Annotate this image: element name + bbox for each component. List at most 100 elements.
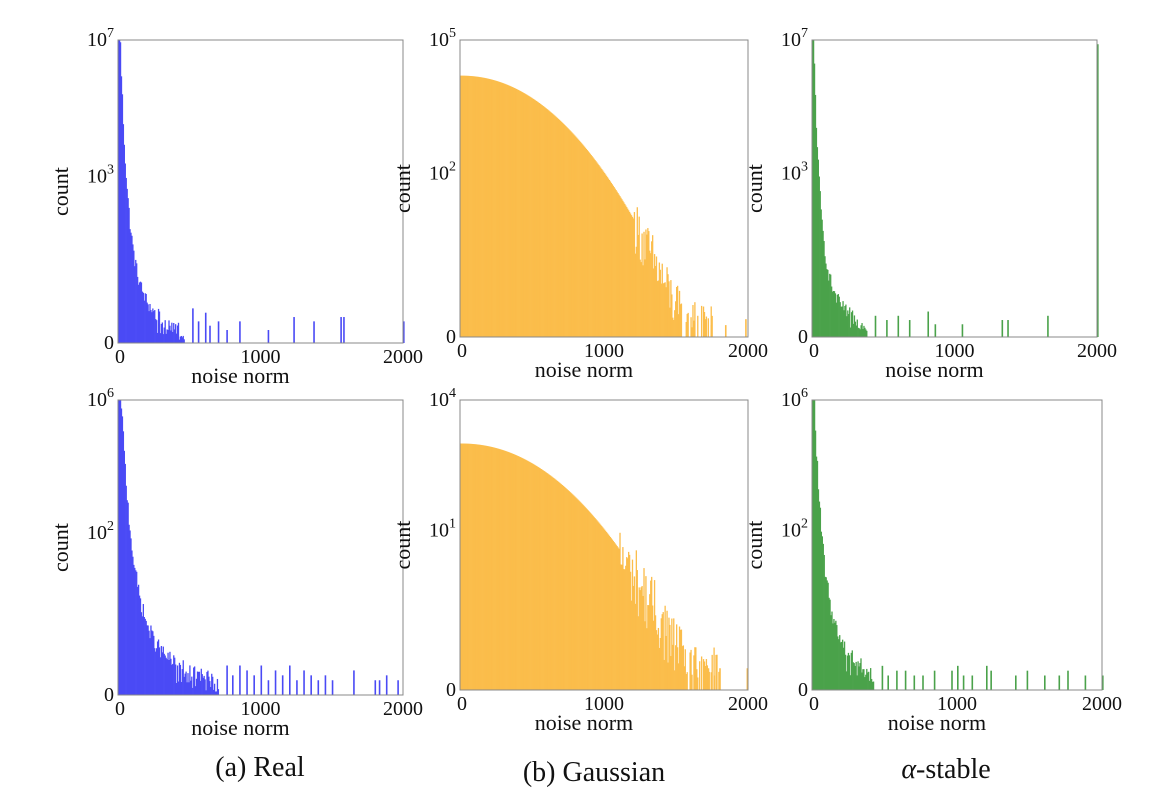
histogram-bar <box>855 325 857 337</box>
histogram-bar <box>677 663 680 690</box>
histogram-bar <box>678 626 681 690</box>
histogram-bar <box>460 75 463 337</box>
histogram-bar <box>839 635 841 690</box>
histogram-bar <box>666 267 668 337</box>
histogram-bar <box>553 477 555 690</box>
x-tick-label: 0 <box>115 698 125 720</box>
histogram-bar <box>605 532 608 690</box>
histogram-bar <box>961 324 964 337</box>
histogram-bar <box>1058 675 1061 690</box>
x-tick-label: 2000 <box>383 698 423 720</box>
histogram-bar <box>403 321 405 343</box>
histogram-bar <box>860 325 862 337</box>
histogram-bar <box>544 107 546 337</box>
histogram-bar <box>137 586 139 695</box>
histogram-bar <box>532 98 534 337</box>
histogram-bar <box>951 670 953 690</box>
histogram-bar <box>141 616 144 695</box>
histogram-bar <box>645 229 647 337</box>
histogram-bar <box>595 161 597 337</box>
histogram-bar <box>869 680 871 690</box>
histogram-bar <box>825 577 827 690</box>
histogram-bar <box>703 661 706 690</box>
histogram-bar <box>171 322 173 343</box>
histogram-bar <box>862 329 864 337</box>
histogram-bar <box>331 680 334 695</box>
histogram-bar <box>474 76 476 337</box>
histogram-bar <box>574 135 576 337</box>
histogram-bar <box>850 312 853 337</box>
histogram-bar <box>619 196 621 337</box>
histogram-bar <box>851 310 854 337</box>
histogram-bar <box>340 317 342 343</box>
histogram-bar <box>508 452 511 690</box>
histogram-bar <box>617 547 619 690</box>
histogram-bar <box>159 657 162 695</box>
histogram-bar <box>143 616 145 695</box>
histogram-bar <box>680 303 683 337</box>
histogram-bar <box>823 554 825 690</box>
histogram-bar <box>647 605 649 690</box>
histogram-bar <box>813 400 816 690</box>
histogram-bar <box>478 444 480 690</box>
histogram-bar <box>812 400 814 690</box>
histogram-bar <box>842 647 845 690</box>
y-tick-label: 0 <box>798 326 808 348</box>
histogram-bar <box>135 570 137 695</box>
histogram-bar <box>127 502 129 695</box>
histogram-bar <box>868 671 870 690</box>
y-tick-label: 0 <box>446 326 456 348</box>
histogram-bar <box>857 661 859 690</box>
histogram-bar <box>467 75 469 337</box>
caption-alpha-symbol: α <box>901 754 917 785</box>
histogram-bar <box>913 675 916 690</box>
histogram-bar <box>520 457 522 690</box>
histogram-bar <box>626 207 628 337</box>
histogram-bar <box>474 444 476 690</box>
histogram-bar <box>668 281 670 337</box>
histogram-bar <box>812 400 815 690</box>
histogram-bar <box>556 118 559 337</box>
histogram-bar <box>184 673 186 695</box>
histogram-bar <box>576 498 578 690</box>
histogram-bar <box>538 103 541 337</box>
histogram-bar <box>481 77 483 338</box>
histogram-bar <box>145 620 147 695</box>
histogram-bar <box>849 675 852 690</box>
histogram-bar <box>526 94 528 338</box>
histogram-bar <box>466 443 469 690</box>
histogram-bar <box>118 400 120 695</box>
histogram-bar <box>479 444 481 690</box>
histogram-bar <box>495 80 497 337</box>
histogram-bar <box>524 93 526 337</box>
histogram-bar <box>226 665 228 695</box>
histogram-bar <box>839 302 841 337</box>
caption-gaussian: (b) Gaussian <box>523 757 665 788</box>
histogram-bar <box>172 331 174 343</box>
y-tick-label: 102 <box>429 160 456 185</box>
histogram-bar <box>649 250 651 337</box>
histogram-bar <box>303 670 305 695</box>
histogram-bar <box>662 612 664 690</box>
histogram-bar <box>710 325 713 337</box>
histogram-bar <box>246 670 248 695</box>
x-axis-label: noise norm <box>888 710 986 735</box>
histogram-bar <box>594 518 596 690</box>
plot-frame <box>459 39 749 338</box>
histogram-bar <box>132 556 134 695</box>
histogram-bar <box>580 503 583 690</box>
histogram-bar <box>706 665 709 690</box>
histogram-bar <box>710 306 712 337</box>
histogram-bar <box>495 448 497 690</box>
histogram-bar <box>487 78 490 337</box>
histogram-bar <box>293 317 295 343</box>
histogram-bar <box>374 680 377 695</box>
histogram-bar <box>578 500 580 690</box>
histogram-bar <box>489 446 492 690</box>
histogram-bar <box>484 445 487 690</box>
histogram-bar <box>625 205 627 337</box>
histogram-bar <box>313 321 315 343</box>
histogram-bar <box>579 140 581 337</box>
histogram-bar <box>179 664 182 695</box>
y-axis-label: count <box>742 164 767 213</box>
